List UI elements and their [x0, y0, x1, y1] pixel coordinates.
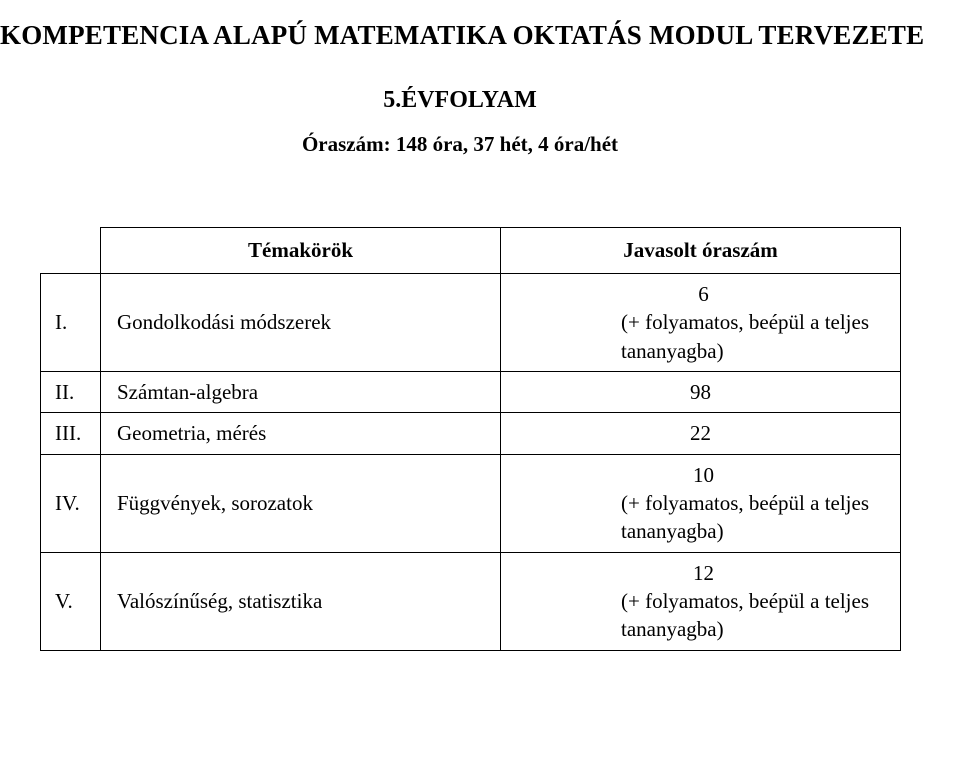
- row-index: II.: [41, 372, 101, 413]
- table-row: IV. Függvények, sorozatok 10 (+ folyamat…: [41, 454, 901, 552]
- row-hours-num: 12: [517, 559, 890, 587]
- table-header-row: Témakörök Javasolt óraszám: [41, 228, 901, 274]
- row-hours: 12 (+ folyamatos, beépül a teljes tanany…: [501, 552, 901, 650]
- header-empty-cell: [41, 228, 101, 274]
- row-hours: 22: [501, 413, 901, 454]
- row-hours: 98: [501, 372, 901, 413]
- topics-table: Témakörök Javasolt óraszám I. Gondolkodá…: [40, 227, 901, 651]
- row-index: III.: [41, 413, 101, 454]
- row-hours-num: 6: [517, 280, 890, 308]
- schedule-line: Óraszám: 148 óra, 37 hét, 4 óra/hét: [0, 132, 920, 157]
- row-topic: Függvények, sorozatok: [101, 454, 501, 552]
- table-row: III. Geometria, mérés 22: [41, 413, 901, 454]
- row-topic: Gondolkodási módszerek: [101, 274, 501, 372]
- header-topics: Témakörök: [101, 228, 501, 274]
- row-hours-note: (+ folyamatos, beépül a teljes tananyagb…: [621, 489, 890, 546]
- table-row: I. Gondolkodási módszerek 6 (+ folyamato…: [41, 274, 901, 372]
- row-index: V.: [41, 552, 101, 650]
- page-title: KOMPETENCIA ALAPÚ MATEMATIKA OKTATÁS MOD…: [0, 20, 920, 51]
- row-hours-num: 10: [517, 461, 890, 489]
- table-row: II. Számtan-algebra 98: [41, 372, 901, 413]
- row-topic: Valószínűség, statisztika: [101, 552, 501, 650]
- header-hours: Javasolt óraszám: [501, 228, 901, 274]
- row-index: I.: [41, 274, 101, 372]
- row-hours: 10 (+ folyamatos, beépül a teljes tanany…: [501, 454, 901, 552]
- row-topic: Számtan-algebra: [101, 372, 501, 413]
- row-hours-note: (+ folyamatos, beépül a teljes tananyagb…: [621, 587, 890, 644]
- row-index: IV.: [41, 454, 101, 552]
- row-topic: Geometria, mérés: [101, 413, 501, 454]
- row-hours-note: (+ folyamatos, beépül a teljes tananyagb…: [621, 308, 890, 365]
- row-hours: 6 (+ folyamatos, beépül a teljes tananya…: [501, 274, 901, 372]
- table-row: V. Valószínűség, statisztika 12 (+ folya…: [41, 552, 901, 650]
- grade-heading: 5.ÉVFOLYAM: [0, 87, 920, 114]
